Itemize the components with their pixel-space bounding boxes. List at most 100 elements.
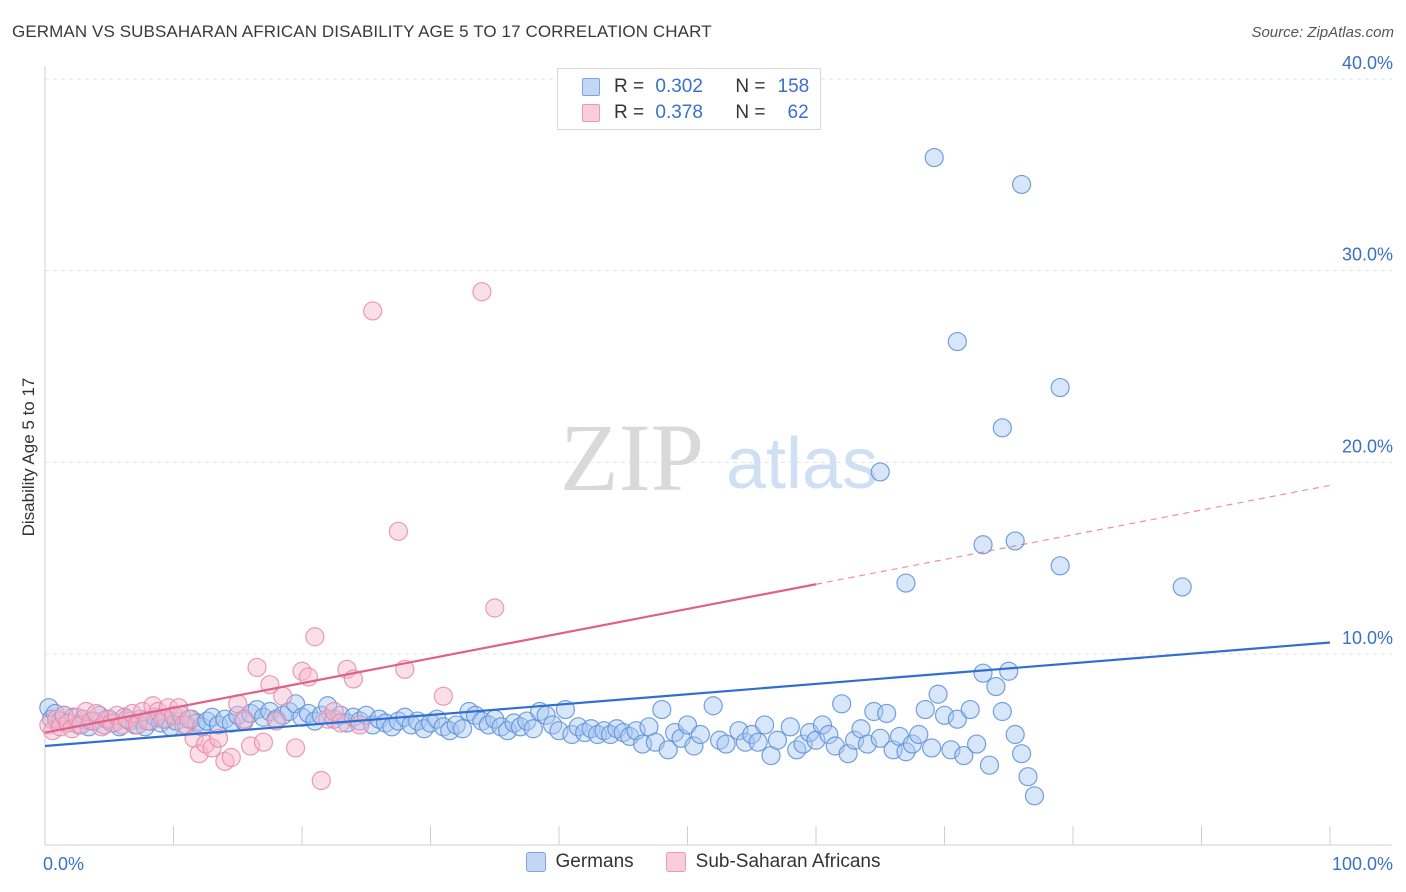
- legend-swatch-africans: [665, 852, 686, 872]
- africans-point: [234, 709, 254, 729]
- germans-point: [973, 663, 993, 683]
- germans-point: [748, 732, 768, 752]
- germans-point: [652, 699, 672, 720]
- y-tick-label: 30.0%: [1342, 245, 1393, 265]
- legend-row-africans: R = 0.378 N = 62: [582, 100, 809, 126]
- germans-point: [973, 535, 993, 555]
- legend-r-value: 0.378: [655, 102, 703, 123]
- germans-point: [517, 711, 537, 731]
- chart-title: GERMAN VS SUBSAHARAN AFRICAN DISABILITY …: [12, 22, 712, 41]
- germans-point: [793, 734, 813, 754]
- germans-point: [924, 147, 944, 168]
- germans-point: [1011, 744, 1032, 764]
- africans-point: [179, 709, 199, 729]
- africans-point: [433, 686, 453, 706]
- germans-point: [767, 730, 788, 750]
- legend-n-label: N =: [735, 102, 766, 123]
- germans-point: [1050, 377, 1070, 398]
- africans-point: [208, 728, 229, 748]
- legend-r-label: R =: [614, 76, 645, 97]
- x-tick-label: 0.0%: [43, 854, 84, 874]
- stats-legend: R = 0.302 N = 158 R = 0.378 N = 62: [557, 68, 821, 130]
- germans-point: [1005, 724, 1025, 745]
- germans-point: [870, 462, 890, 482]
- africans-point: [311, 770, 331, 791]
- legend-swatch-germans: [582, 78, 600, 96]
- trend-line-germans: [44, 641, 1331, 748]
- germans-point: [1011, 174, 1032, 195]
- germans-point: [754, 715, 775, 735]
- legend-r-label: R =: [614, 102, 645, 123]
- y-tick-label: 40.0%: [1342, 53, 1393, 73]
- trend-line-africans: [44, 583, 817, 734]
- axes: [44, 66, 1392, 846]
- germans-point: [947, 331, 967, 352]
- germans-point: [947, 709, 967, 729]
- germans-point: [986, 676, 1006, 697]
- legend-label-africans: Sub-Saharan Africans: [695, 851, 881, 872]
- germans-point: [915, 699, 935, 720]
- series-legend: Germans Sub-Saharan Africans: [0, 851, 1406, 873]
- germans-point: [780, 717, 800, 737]
- germans-point: [1050, 556, 1070, 576]
- germans-point: [716, 734, 736, 754]
- africans-point: [253, 732, 274, 752]
- y-tick-label: 10.0%: [1342, 628, 1393, 648]
- legend-item-africans[interactable]: Sub-Saharan Africans: [665, 851, 881, 873]
- germans-point: [960, 699, 980, 720]
- africans-point: [241, 736, 261, 756]
- germans-point: [684, 736, 704, 756]
- africans-point: [324, 701, 344, 722]
- legend-item-germans[interactable]: Germans: [525, 851, 634, 873]
- legend-row-germans: R = 0.302 N = 158: [582, 74, 809, 100]
- y-tick-label: 20.0%: [1342, 436, 1393, 456]
- germans-point: [729, 721, 749, 741]
- legend-r-value: 0.302: [655, 76, 703, 97]
- axis-labels: 10.0% 20.0% 30.0% 40.0% 0.0% 100.0%: [43, 53, 1393, 874]
- germans-point: [677, 715, 698, 735]
- watermark: ZIP atlas: [560, 404, 878, 511]
- africans-point: [350, 715, 370, 735]
- germans-point: [934, 705, 955, 725]
- series-germans-points: [39, 147, 1192, 806]
- trend-line-africans-dashed: [815, 484, 1331, 585]
- africans-point: [285, 738, 306, 758]
- africans-point: [221, 747, 241, 768]
- germans-point: [453, 719, 473, 739]
- germans-point: [967, 734, 987, 754]
- germans-point: [819, 724, 839, 745]
- legend-swatch-germans: [525, 852, 546, 872]
- germans-point: [690, 724, 710, 745]
- africans-point: [363, 301, 383, 321]
- germans-point: [523, 719, 543, 739]
- germans-point: [1005, 531, 1025, 551]
- germans-point: [812, 715, 833, 735]
- x-tick-label: 100.0%: [1332, 854, 1393, 874]
- germans-point: [658, 740, 678, 760]
- watermark-atlas: atlas: [726, 424, 878, 504]
- germans-point: [703, 696, 723, 716]
- germans-point: [922, 738, 942, 758]
- africans-point: [472, 282, 492, 302]
- y-axis-label: Disability Age 5 to 17: [19, 378, 38, 537]
- germans-point: [498, 721, 518, 741]
- germans-point: [992, 701, 1012, 722]
- legend-n-label: N =: [735, 76, 766, 97]
- germans-point: [832, 694, 852, 714]
- germans-point: [870, 728, 890, 748]
- germans-point: [1018, 767, 1038, 787]
- watermark-zip: ZIP: [560, 404, 704, 511]
- germans-point: [992, 418, 1012, 438]
- germans-point: [260, 701, 280, 722]
- germans-point: [999, 661, 1019, 681]
- africans-point: [266, 711, 286, 731]
- legend-label-germans: Germans: [555, 851, 634, 872]
- grid-lines: [45, 78, 1392, 655]
- africans-point: [202, 738, 222, 758]
- germans-point: [909, 724, 929, 745]
- trend-lines: [44, 484, 1331, 748]
- germans-point: [979, 755, 1000, 775]
- germans-point: [902, 734, 922, 754]
- germans-point: [742, 724, 762, 745]
